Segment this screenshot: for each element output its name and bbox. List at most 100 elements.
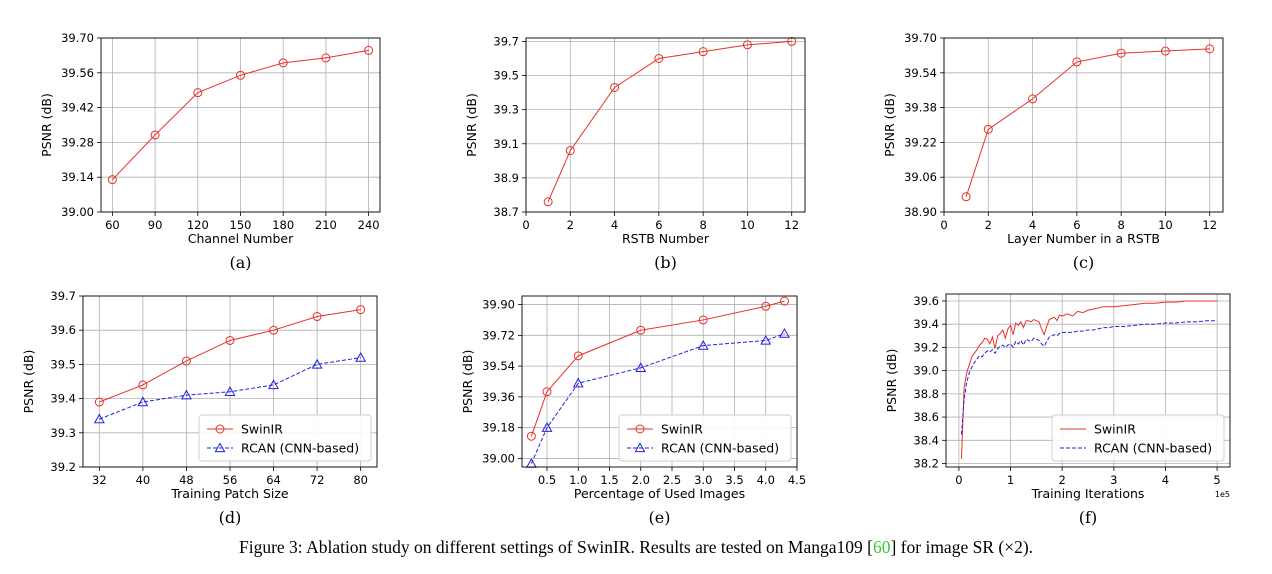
data-point	[311, 358, 323, 369]
x-tick-label: 4.5	[788, 473, 806, 487]
data-point	[761, 301, 771, 311]
x-axis-label: RSTB Number	[622, 231, 710, 246]
data-point	[180, 389, 192, 400]
data-point	[698, 315, 708, 325]
y-tick-label: 39.42	[61, 101, 94, 115]
data-point	[94, 397, 104, 407]
x-axis-label: Training Iterations	[1031, 486, 1145, 501]
y-tick-label: 38.6	[913, 410, 939, 424]
data-point	[983, 124, 993, 134]
y-tick-label: 39.70	[904, 31, 937, 45]
data-point	[93, 413, 105, 424]
data-point	[565, 146, 575, 156]
data-point	[193, 88, 203, 98]
x-tick-label: 2	[1059, 473, 1066, 487]
data-point	[787, 36, 797, 46]
x-tick-label: 8	[699, 218, 706, 232]
legend-box	[618, 414, 792, 462]
data-point	[760, 334, 772, 345]
x-tick-label: 12	[1202, 218, 1217, 232]
x-tick-label: 60	[105, 218, 120, 232]
y-tick-label: 39.28	[61, 135, 94, 149]
data-point	[1028, 94, 1038, 104]
caption-prefix: Figure 3: Ablation study on different se…	[238, 537, 873, 557]
data-point	[573, 351, 583, 361]
series-line-psnr	[547, 40, 792, 202]
x-tick-label: 210	[315, 218, 337, 232]
data-point	[1205, 44, 1215, 54]
data-point	[698, 47, 708, 57]
legend-box	[198, 414, 372, 462]
legend: SwinIR RCAN (CNN-based)	[1051, 414, 1225, 462]
data-point	[355, 351, 367, 362]
x-tick-label: 6	[1073, 218, 1080, 232]
x-tick-label: 150	[230, 218, 252, 232]
legend-marker	[634, 442, 646, 453]
y-axis-label: PSNR (dB)	[460, 350, 475, 414]
legend: SwinIR RCAN (CNN-based)	[618, 414, 792, 462]
data-point	[542, 387, 552, 397]
data-point	[224, 386, 236, 396]
plot-frame	[521, 295, 798, 468]
x-tick-label: 240	[358, 218, 380, 232]
x-offset-label: 1e5	[1215, 490, 1230, 499]
chart-f: 0 1 2 3 4 5 38.2 38.4 38.6 38.8 39.0 39.2 39.4 39.6 1e…	[884, 293, 1231, 527]
x-tick-label: 1.0	[569, 473, 587, 487]
y-tick-label: 39.90	[482, 298, 515, 312]
data-point	[107, 175, 117, 185]
x-tick-label: 48	[179, 473, 194, 487]
y-tick-label: 39.14	[61, 170, 94, 184]
series-line-swinir	[960, 300, 1218, 459]
series-line-swinir	[530, 300, 785, 437]
caption-citation[interactable]: 60	[872, 537, 891, 557]
subfigure-label: (c)	[1073, 253, 1094, 272]
data-point	[1072, 57, 1082, 67]
x-axis-label: Channel Number	[188, 231, 294, 246]
subfigure-label: (e)	[649, 508, 671, 527]
data-point	[364, 45, 374, 55]
legend-marker	[215, 424, 225, 434]
data-point	[779, 327, 790, 338]
series-line-rcan-cnn-based-	[530, 333, 785, 464]
y-tick-label: 39.2	[50, 460, 76, 474]
y-tick-label: 39.4	[913, 317, 939, 331]
legend-entry: SwinIR	[241, 422, 283, 437]
legend-entry: SwinIR	[1094, 422, 1136, 437]
y-tick-label: 38.7	[493, 205, 519, 219]
y-tick-label: 38.9	[493, 171, 519, 185]
data-point	[278, 58, 288, 68]
data-point	[635, 362, 647, 372]
chart-c: 0 2 4 6 8 10 12 38.90 39.06 39.22 39.38 39.54 39.70 L…	[882, 31, 1224, 272]
data-point	[961, 192, 971, 202]
legend-marker	[214, 442, 226, 453]
data-point	[526, 431, 536, 441]
legend: SwinIR RCAN (CNN-based)	[198, 414, 372, 462]
data-point	[654, 53, 664, 63]
x-axis-label: Training Patch Size	[170, 486, 289, 501]
plot-frame	[943, 37, 1224, 213]
x-tick-label: 180	[272, 218, 294, 232]
y-tick-label: 39.38	[904, 101, 937, 115]
subfigure-label: (d)	[219, 508, 242, 527]
plot-frame	[525, 37, 806, 213]
y-tick-label: 39.72	[482, 328, 515, 342]
chart-d: 32 40 48 56 64 72 80 39.2 39.3 39.4 39.5 39.6 39.7 Tr…	[21, 289, 378, 527]
y-tick-label: 39.7	[50, 289, 76, 303]
data-point	[610, 82, 620, 92]
x-tick-label: 2	[567, 218, 574, 232]
y-axis-label: PSNR (dB)	[39, 93, 54, 157]
grid	[943, 37, 1223, 213]
series-line-psnr	[965, 48, 1210, 197]
x-tick-label: 4	[611, 218, 618, 232]
chart-e: 0.5 1.0 1.5 2.0 2.5 3.0 3.5 4.0 4.5 39.00 39.18 39.…	[460, 295, 806, 527]
data-point	[312, 312, 322, 322]
figure-caption: Figure 3: Ablation study on different se…	[0, 537, 1272, 558]
y-tick-label: 39.2	[913, 340, 939, 354]
data-point	[742, 40, 752, 50]
x-tick-label: 64	[266, 473, 281, 487]
x-tick-label: 56	[223, 473, 238, 487]
x-tick-label: 1	[1007, 473, 1014, 487]
x-tick-label: 4	[1029, 218, 1036, 232]
y-tick-label: 39.70	[61, 31, 94, 45]
